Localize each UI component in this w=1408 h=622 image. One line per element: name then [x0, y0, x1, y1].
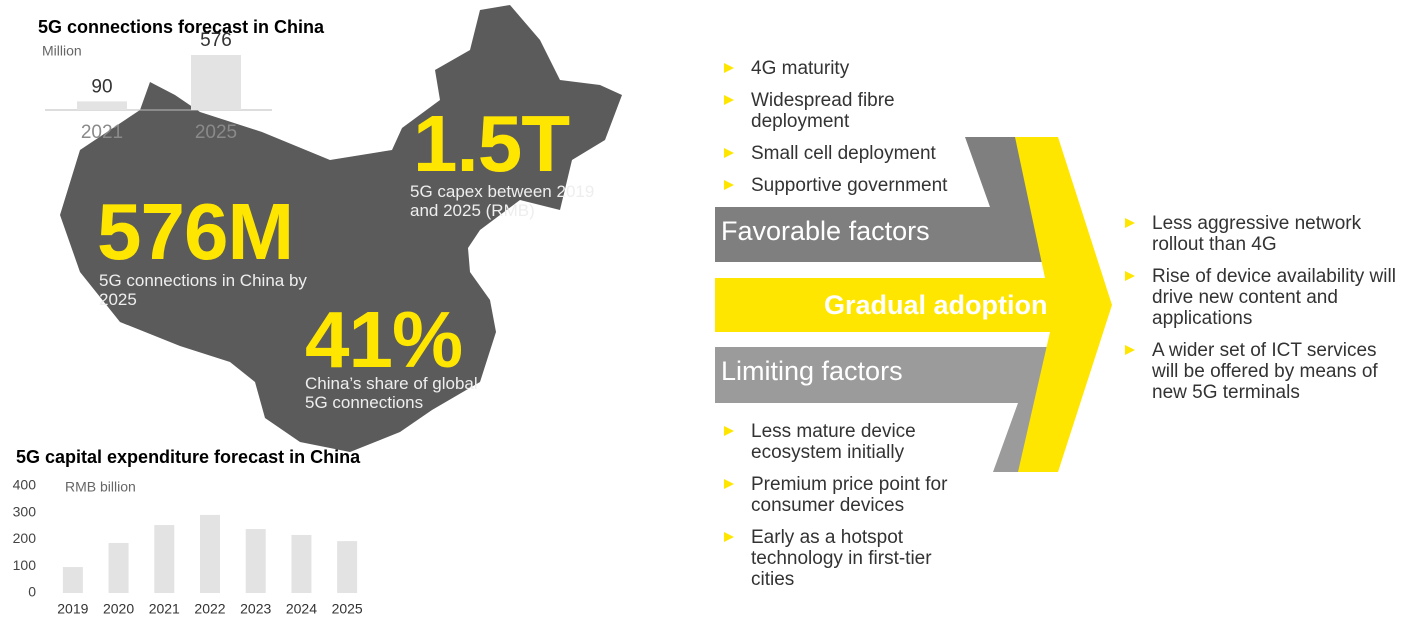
x-tick-label: 2024 [286, 601, 317, 617]
bar [108, 542, 129, 593]
list-item: Premium price point for consumer devices [724, 474, 976, 516]
stat-caption: 5G capex between 2019 and 2025 (RMB) [410, 182, 595, 220]
list-item: Supportive government [724, 175, 981, 196]
bar [191, 55, 241, 110]
x-tick-label: 2022 [194, 601, 225, 617]
y-tick-label: 400 [13, 477, 37, 493]
x-tick-label: 2025 [332, 601, 363, 617]
list-item: Small cell deployment [724, 143, 981, 164]
stat-value: 41% [305, 295, 463, 384]
bar [200, 514, 220, 593]
x-tick-label: 2025 [195, 122, 237, 143]
band-label: Gradual adoption [824, 290, 1048, 320]
x-tick-label: 2021 [149, 601, 180, 617]
y-tick-label: 100 [13, 557, 37, 573]
outcome-list: Less aggressive network rollout than 4G R… [1125, 213, 1397, 414]
x-tick-label: 2023 [240, 601, 271, 617]
y-tick-label: 300 [13, 503, 37, 519]
band-label: Limiting factors [721, 356, 903, 386]
y-tick-label: 200 [13, 530, 37, 546]
x-tick-label: 2019 [57, 601, 88, 617]
bar [337, 541, 358, 593]
unit-label: RMB billion [65, 479, 136, 495]
stat-value: 1.5T [413, 99, 570, 188]
list-item: Less aggressive network rollout than 4G [1125, 213, 1397, 255]
chart-title: 5G capital expenditure forecast in China [16, 447, 361, 467]
chart-title: 5G connections forecast in China [38, 17, 325, 37]
favorable-arrow [715, 137, 1048, 262]
unit-label: Million [42, 43, 82, 59]
stat-caption: 5G connections in China by 2025 [99, 271, 307, 309]
list-item: 4G maturity [724, 58, 981, 79]
adoption-arrow [715, 137, 1112, 472]
bar [154, 525, 175, 593]
y-tick-label: 0 [28, 584, 36, 600]
bar [77, 101, 127, 110]
band-label: Favorable factors [721, 216, 930, 246]
bar [291, 534, 312, 593]
value-label: 90 [91, 76, 112, 97]
list-item: Rise of device availability will drive n… [1125, 266, 1396, 329]
value-label: 576 [200, 30, 232, 51]
limiting-list: Less mature device ecosystem initially Pr… [724, 421, 976, 601]
limiting-arrow [715, 347, 1048, 472]
list-item: A wider set of ICT services will be offe… [1125, 340, 1397, 403]
favorable-list: 4G maturity Widespread fibre deployment Sm… [724, 58, 981, 207]
list-item: Less mature device ecosystem initially [724, 421, 976, 463]
stat-value: 576M [97, 187, 294, 276]
bar [62, 567, 83, 593]
list-item: Widespread fibre deployment [724, 90, 981, 132]
stat-caption: China’s share of global 5G connections [305, 374, 478, 412]
x-tick-label: 2020 [103, 601, 134, 617]
list-item: Early as a hotspot technology in first-t… [724, 527, 976, 590]
china-map [60, 5, 622, 452]
x-tick-label: 2021 [81, 122, 123, 143]
bar [245, 529, 266, 593]
